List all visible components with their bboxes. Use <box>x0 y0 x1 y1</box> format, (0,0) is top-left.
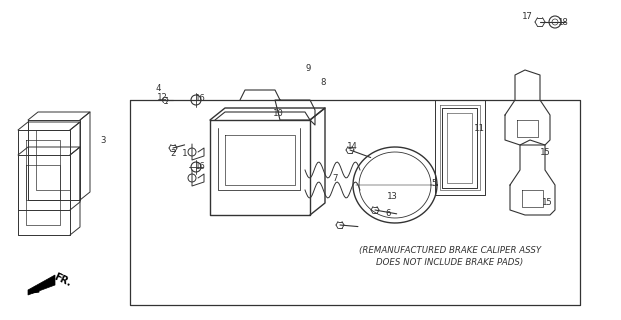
Text: 7: 7 <box>332 173 338 182</box>
Polygon shape <box>28 275 55 295</box>
Text: FR.: FR. <box>52 272 73 288</box>
Text: 18: 18 <box>558 18 568 27</box>
Text: 10: 10 <box>273 108 283 117</box>
Text: 4: 4 <box>155 84 161 92</box>
Text: 15: 15 <box>542 197 552 206</box>
Text: 5: 5 <box>432 179 437 188</box>
Text: 1: 1 <box>183 148 188 157</box>
Text: 11: 11 <box>474 124 484 132</box>
Text: 14: 14 <box>347 141 357 150</box>
Text: DOES NOT INCLUDE BRAKE PADS): DOES NOT INCLUDE BRAKE PADS) <box>376 258 524 267</box>
Text: 2: 2 <box>170 148 176 157</box>
Text: 12: 12 <box>156 92 168 101</box>
Text: 17: 17 <box>522 12 532 20</box>
Text: 16: 16 <box>194 93 206 102</box>
Text: 13: 13 <box>387 191 397 201</box>
Text: 6: 6 <box>385 209 391 218</box>
Text: 9: 9 <box>306 63 310 73</box>
Text: 8: 8 <box>320 77 325 86</box>
Text: (REMANUFACTURED BRAKE CALIPER ASSY: (REMANUFACTURED BRAKE CALIPER ASSY <box>359 245 541 254</box>
Text: 3: 3 <box>101 135 106 145</box>
Text: 15: 15 <box>540 148 550 156</box>
Text: 16: 16 <box>194 162 206 171</box>
